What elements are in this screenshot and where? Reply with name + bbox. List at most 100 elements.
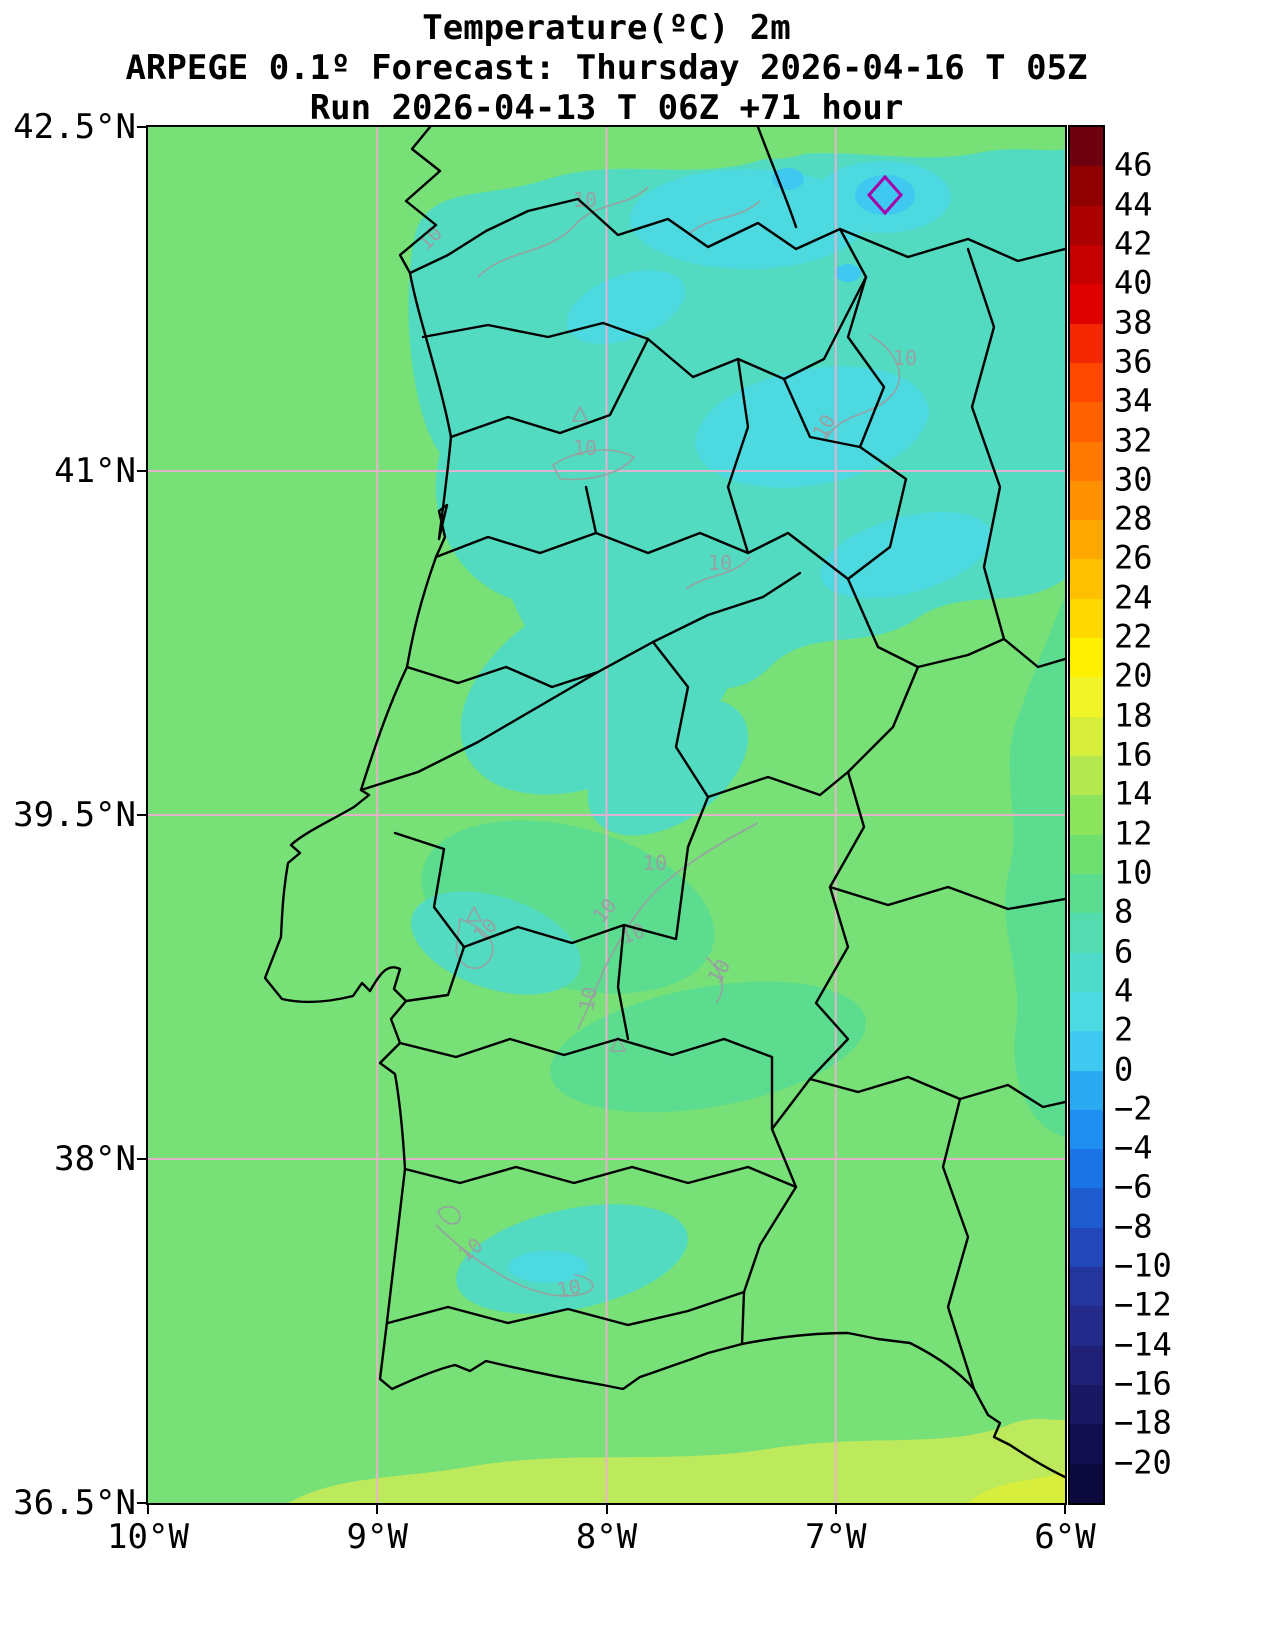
colorbar-segment (1070, 598, 1103, 639)
colorbar-tick-label: 26 (1114, 538, 1153, 577)
colorbar-tick-label: 0 (1114, 1050, 1134, 1089)
colorbar-tick-label: 46 (1114, 145, 1153, 184)
colorbar-segment (1070, 362, 1103, 403)
x-tick-mark (1064, 1505, 1066, 1514)
colorbar-tick-label: 2 (1114, 1010, 1134, 1049)
colorbar-segment (1070, 795, 1103, 835)
colorbar-tick-label: 4 (1114, 971, 1134, 1010)
colorbar-tick-label: −6 (1114, 1167, 1153, 1206)
portugal-spain-border (408, 197, 920, 1346)
contour-label: 10 (708, 551, 732, 575)
colorbar-tick-label: 12 (1114, 814, 1153, 853)
y-tick-label: 39.5°N (13, 795, 136, 835)
colorbar-segment (1070, 323, 1103, 363)
contour-label: 10 (643, 851, 667, 875)
colorbar-tick-label: −16 (1114, 1364, 1172, 1403)
colorbar-segment (1070, 873, 1103, 914)
colorbar-segment (1070, 1267, 1103, 1307)
colorbar-segment (1070, 1149, 1103, 1189)
colorbar-tick-label: −18 (1114, 1403, 1172, 1442)
y-tick-mark (137, 1502, 146, 1504)
colorbar-tick-label: 36 (1114, 342, 1153, 381)
colorbar-segment (1070, 756, 1103, 796)
contour-label: 10 (574, 985, 602, 1013)
colorbar-segment (1070, 1306, 1103, 1346)
colorbar-tick-label: 32 (1114, 420, 1153, 459)
colorbar-segment (1070, 244, 1103, 285)
colorbar-segment (1070, 1109, 1103, 1150)
colorbar-segment (1070, 991, 1103, 1032)
colorbar-segment (1070, 480, 1103, 521)
district-border-south-2 (386, 1165, 798, 1327)
colorbar-segment (1070, 402, 1103, 442)
colorbar-segment (1070, 834, 1103, 874)
colorbar-segment (1070, 1188, 1103, 1228)
spain-region-border-6 (828, 885, 1065, 911)
spain-region-border-5 (941, 1097, 976, 1391)
colorbar-segment (1070, 677, 1103, 717)
temperature-field-blobs (288, 127, 1065, 1503)
colorbar-tick-label: 16 (1114, 735, 1153, 774)
colorbar (1068, 125, 1105, 1505)
x-tick-label: 10°W (107, 1517, 189, 1557)
colorbar-tick-label: 34 (1114, 381, 1153, 420)
colorbar-tick-label: −2 (1114, 1089, 1153, 1128)
x-tick-label: 7°W (805, 1517, 867, 1557)
anomaly-marker (866, 174, 904, 216)
colorbar-tick-label: 28 (1114, 499, 1153, 538)
colorbar-tick-label: −12 (1114, 1285, 1172, 1324)
colorbar-segment (1070, 284, 1103, 324)
y-tick-mark (137, 1158, 146, 1160)
graticule (148, 127, 1065, 1503)
colorbar-segment (1070, 638, 1103, 678)
colorbar-tick-label: 38 (1114, 303, 1153, 342)
y-tick-mark (137, 814, 146, 816)
colorbar-tick-label: −4 (1114, 1128, 1153, 1167)
colorbar-segment (1070, 127, 1103, 167)
colorbar-tick-label: 20 (1114, 656, 1153, 695)
x-tick-mark (376, 1505, 379, 1514)
y-tick-label: 41°N (54, 451, 136, 491)
district-border-north-2 (449, 275, 868, 489)
isotherm-contours (435, 186, 901, 1297)
district-border-center-2 (393, 831, 690, 1041)
colorbar-segment (1070, 1031, 1103, 1071)
colorbar-segment (1070, 441, 1103, 481)
colorbar-tick-label: −20 (1114, 1443, 1172, 1482)
colorbar-tick-label: 22 (1114, 617, 1153, 656)
district-border-north-3 (434, 485, 850, 581)
map-plot: 10 10 10 10 10 10 10 10 10 10 10 10 10 10 (146, 125, 1067, 1505)
colorbar-segment (1070, 1385, 1103, 1425)
x-tick-label: 6°W (1034, 1517, 1096, 1557)
colorbar-tick-label: 8 (1114, 892, 1134, 931)
title-block: Temperature(ºC) 2m ARPEGE 0.1º Forecast:… (0, 8, 1213, 128)
district-border-north-1 (421, 321, 650, 341)
colorbar-tick-label: 10 (1114, 853, 1153, 892)
x-tick-label: 8°W (575, 1517, 638, 1557)
colorbar-tick-label: 40 (1114, 263, 1153, 302)
colorbar-tick-label: 18 (1114, 696, 1153, 735)
colorbar-segment (1070, 1424, 1103, 1464)
chart-run-line: Run 2026-04-13 T 06Z +71 hour (309, 88, 904, 128)
colorbar-segment (1070, 913, 1103, 953)
colorbar-segment (1070, 166, 1103, 206)
contour-label: 10 (555, 1274, 583, 1302)
colorbar-segment (1070, 1345, 1103, 1385)
coastline (263, 127, 1065, 1479)
y-tick-label: 36.5°N (13, 1483, 136, 1523)
colorbar-segment (1070, 520, 1103, 560)
colorbar-tick-label: 14 (1114, 774, 1153, 813)
colorbar-segment (1070, 716, 1103, 756)
contour-label: 10 (573, 436, 597, 460)
colorbar-tick-label: −14 (1114, 1325, 1172, 1364)
chart-subtitle: ARPEGE 0.1º Forecast: Thursday 2026-04-1… (125, 48, 1088, 88)
colorbar-tick-label: −10 (1114, 1246, 1172, 1285)
chart-title: Temperature(ºC) 2m (422, 8, 791, 48)
colorbar-tick-label: 24 (1114, 578, 1153, 617)
colorbar-tick-label: 6 (1114, 932, 1134, 971)
colorbar-tick-label: 42 (1114, 224, 1153, 263)
y-tick-label: 38°N (54, 1139, 136, 1179)
district-border-center-1 (405, 640, 850, 849)
